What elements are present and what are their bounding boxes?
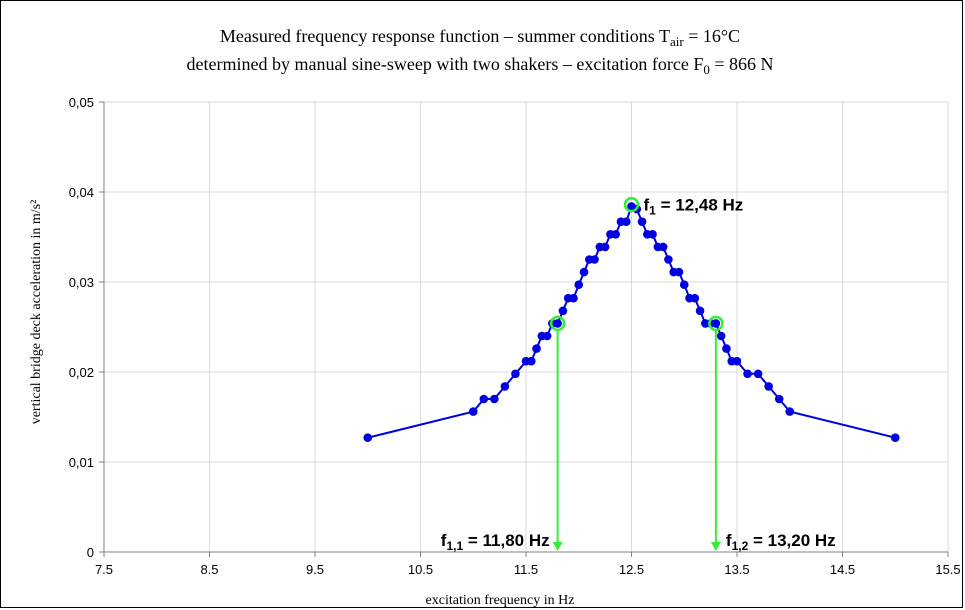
data-point [664,255,673,264]
data-point [363,433,373,443]
y-tick-label: 0,05 [69,95,94,110]
data-point [579,267,589,277]
data-point [764,382,773,391]
data-point [558,306,568,316]
data-point [648,230,657,239]
data-point [490,394,499,404]
data-point [637,217,647,226]
y-tick-label: 0,03 [69,275,94,290]
data-point [890,433,900,443]
x-tick-label: 10.5 [408,562,433,577]
axes [99,101,949,557]
data-point [743,369,752,379]
data-point [500,382,510,391]
y-tick-label: 0,01 [69,455,94,470]
data-point [695,306,705,316]
y-tick-label: 0 [87,545,94,560]
chart-title-line2: determined by manual sine-sweep with two… [186,54,773,77]
data-point [611,230,620,239]
x-tick-label: 15.5 [935,562,960,577]
x-tick-label: 14.5 [830,562,855,577]
grid-lines [104,101,949,552]
data-point [569,293,578,303]
data-point [722,344,731,353]
data-point [590,255,599,264]
data-point [542,331,552,341]
data-point [511,369,520,379]
data-point [600,242,610,252]
data-point [658,242,668,252]
frequency-label: f1,1 = 11,80 Hz [441,531,550,553]
chart-title-line1: Measured frequency response function – s… [220,26,740,49]
x-axis-label: excitation frequency in Hz [426,593,575,608]
data-point [679,280,689,290]
y-axis-label: vertical bridge deck acceleration in m/s… [29,200,44,425]
highlight-ring [623,196,640,213]
x-tick-label: 11.5 [514,562,538,577]
data-point [468,407,478,416]
data-point [532,344,541,353]
y-tick-label: 0,04 [69,185,94,200]
frequency-arrow-head [552,542,563,551]
data-point [753,369,763,379]
highlight-ring [549,315,566,332]
data-point [479,394,489,404]
data-point [716,331,726,341]
x-tick-label: 13.5 [724,562,749,577]
x-tick-label: 7.5 [95,562,113,577]
data-point [732,356,742,366]
y-tick-labels: 0 0,01 0,02 0,03 0,04 0,05 [69,95,94,560]
highlight-layer: f1 = 12,48 Hz f1,1 = 11,80 Hz f1,2 = 13,20… [441,196,836,553]
frequency-arrow-head [710,542,721,551]
data-point [690,293,700,303]
data-point [711,319,721,328]
x-tick-label: 9.5 [306,562,324,577]
x-tick-label: 8.5 [200,562,218,577]
x-tick-label: 12.5 [619,562,644,577]
y-tick-label: 0,02 [69,365,94,380]
data-point [621,217,631,226]
data-point [553,319,562,328]
data-point [774,394,784,404]
frequency-label: f1,2 = 13,20 Hz [726,531,836,553]
data-point [785,407,795,416]
highlight-ring [708,315,724,332]
series-layer [363,202,900,443]
data-point [674,267,684,277]
x-tick-labels: 7.5 8.5 9.5 10.5 11.5 12.5 13.5 14.5 15.5 [95,562,961,577]
data-point [574,280,584,290]
frequency-label: f1 = 12,48 Hz [644,196,744,218]
data-point [526,356,536,366]
